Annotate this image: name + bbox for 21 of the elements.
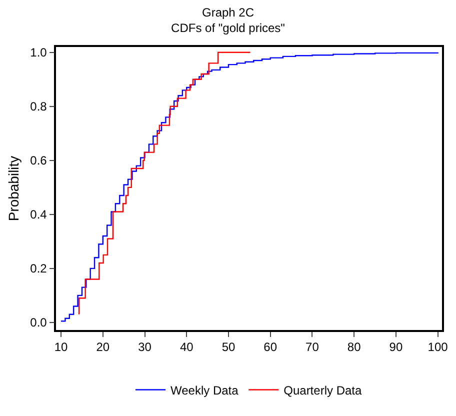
y-axis-title: Probability [5,156,22,222]
x-tick-label: 100 [428,340,448,354]
x-tick-label: 50 [222,340,236,354]
x-tick-label: 30 [138,340,152,354]
x-tick-label: 60 [264,340,278,354]
y-tick-label: 0.6 [30,154,48,168]
legend-label: Weekly Data [170,383,239,398]
x-tick-label: 40 [180,340,194,354]
x-tick-label: 90 [389,340,403,354]
chart-title: Graph 2C [202,6,254,20]
legend-label: Quarterly Data [284,383,362,398]
x-tick-label: 80 [347,340,362,354]
y-tick-label: 0.2 [30,262,48,276]
x-tick-label: 70 [306,340,320,354]
y-tick-label: 1.0 [30,46,48,60]
y-tick-label: 0.4 [30,208,48,222]
x-tick-label: 10 [54,340,68,354]
chart-subtitle: CDFs of "gold prices" [171,21,285,36]
x-tick-label: 20 [96,340,110,354]
y-tick-label: 0.0 [30,316,48,330]
y-tick-label: 0.8 [30,100,48,114]
